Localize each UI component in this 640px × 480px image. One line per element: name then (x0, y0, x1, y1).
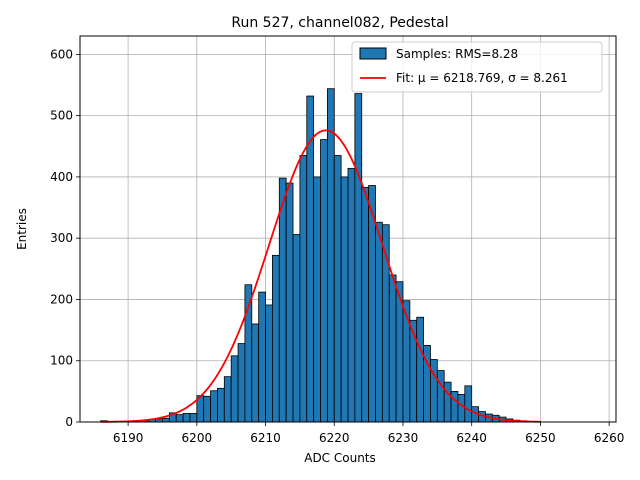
histogram-bar (265, 304, 273, 423)
histogram-bar (278, 177, 287, 423)
histogram-bar (203, 395, 211, 423)
histogram-bar (251, 323, 260, 423)
histogram-bar (189, 413, 198, 423)
plot-frame (79, 35, 617, 423)
histogram-bar (443, 381, 452, 423)
y-tick-label: 300 (50, 231, 73, 245)
histogram-bar (326, 88, 335, 423)
fit-curve (100, 129, 541, 423)
histogram-bar (388, 274, 397, 423)
histogram-bar (285, 182, 294, 423)
legend: Samples: RMS=8.28 Fit: μ = 6218.769, σ =… (351, 41, 603, 93)
y-tick-label: 600 (50, 47, 73, 61)
legend-samples-swatch (359, 47, 387, 60)
y-axis-ticks: 0 100 200 300 400 500 600 (50, 47, 80, 429)
legend-box (351, 41, 603, 93)
histogram-bar (457, 394, 466, 423)
y-tick-label: 400 (50, 170, 73, 184)
histogram-bar (416, 316, 424, 423)
x-axis-ticks: 6190 6200 6210 6220 6230 6240 6250 6260 (113, 422, 625, 445)
x-tick-label: 6220 (319, 431, 350, 445)
y-tick-label: 100 (50, 354, 73, 368)
histogram-bar (402, 300, 411, 423)
y-axis-label: Entries (15, 208, 29, 250)
histogram-bar (464, 385, 473, 423)
histogram-bar (210, 390, 218, 423)
histogram-bar (175, 414, 184, 423)
histogram-bar (217, 387, 225, 423)
histogram-bar (230, 355, 239, 423)
histogram-bar (375, 221, 383, 423)
y-tick-label: 0 (65, 415, 73, 429)
x-tick-label: 6260 (594, 431, 625, 445)
x-tick-label: 6240 (456, 431, 487, 445)
histogram-bar (354, 93, 363, 423)
histogram-bar (347, 167, 356, 423)
x-tick-label: 6250 (525, 431, 556, 445)
x-tick-label: 6190 (113, 431, 144, 445)
legend-fit-label: Fit: μ = 6218.769, σ = 8.261 (396, 71, 568, 85)
histogram-bar (182, 413, 191, 423)
histogram-bar (162, 417, 170, 423)
histogram-bar (272, 254, 280, 423)
y-tick-label: 200 (50, 292, 73, 306)
x-axis-label: ADC Counts (304, 451, 376, 465)
y-tick-label: 500 (50, 109, 73, 123)
histogram-bar (320, 139, 328, 423)
histogram-bar (409, 319, 418, 423)
histogram-bar (361, 186, 370, 423)
histogram-bar (223, 376, 232, 423)
histogram-bar (258, 291, 266, 423)
histogram-bar (333, 155, 342, 423)
histogram-bar (237, 343, 246, 423)
fit-curve-group (100, 129, 541, 423)
x-tick-label: 6230 (388, 431, 419, 445)
histogram-bar (436, 370, 445, 423)
histogram-bar (299, 155, 308, 423)
chart-title: Run 527, channel082, Pedestal (231, 15, 448, 31)
histogram-bar (450, 390, 459, 423)
x-tick-label: 6210 (250, 431, 281, 445)
x-tick-label: 6200 (182, 431, 213, 445)
histogram-bar (292, 234, 301, 423)
histogram-bar (313, 176, 321, 423)
histogram-bar (340, 176, 349, 423)
legend-samples-label: Samples: RMS=8.28 (396, 47, 518, 61)
